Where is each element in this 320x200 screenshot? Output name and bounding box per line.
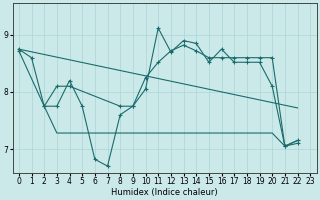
X-axis label: Humidex (Indice chaleur): Humidex (Indice chaleur): [111, 188, 218, 197]
